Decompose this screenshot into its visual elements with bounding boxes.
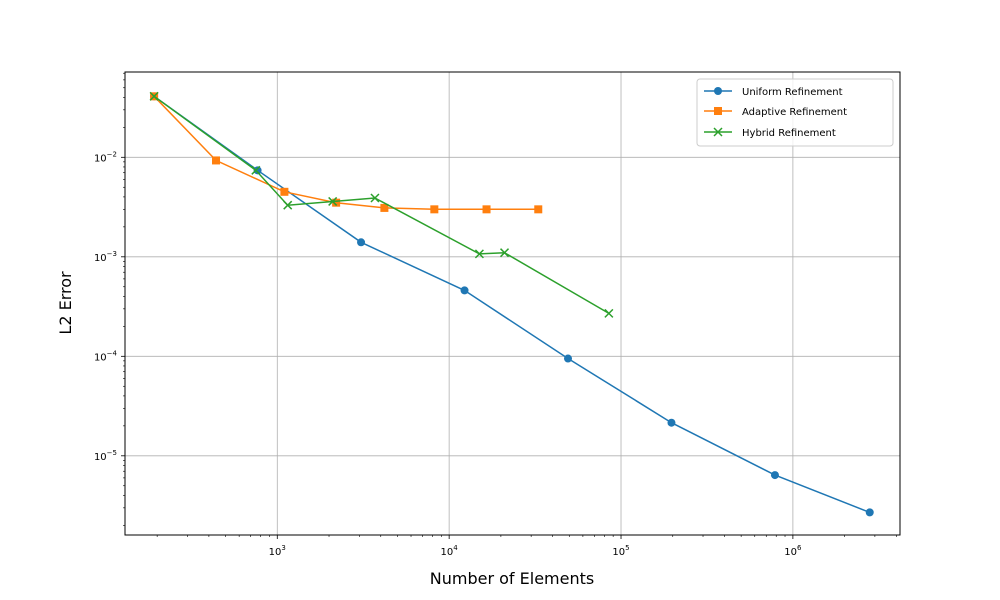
ticks: 103 104 105 106 10−2 10−3 10−4 10−5 [94,72,897,558]
x-tick-label: 103 [269,544,286,558]
plot-area [125,72,900,535]
x-marker-stroke [604,308,614,318]
data-point-hybrid [499,248,510,258]
data-point-adaptive [332,198,341,207]
legend-marker-uniform [714,87,722,95]
data-point-hybrid [283,200,293,210]
data-point-uniform [564,354,573,363]
y-tick-label: 10−2 [94,150,117,164]
legend-item-hybrid: Hybrid Refinement [704,127,836,139]
legend-label-adaptive: Adaptive Refinement [742,107,847,118]
data-point-adaptive [280,187,289,196]
data-point-hybrid [149,91,159,101]
data-point-adaptive [430,205,439,214]
x-marker-stroke [328,196,338,206]
series-line-hybrid [153,95,610,315]
data-point-uniform [460,286,469,295]
data-point-adaptive [534,205,543,214]
x-tick-label: 106 [784,544,802,558]
x-marker-stroke [474,249,484,259]
series-line-adaptive [153,95,539,211]
y-tick-label: 10−4 [94,349,118,363]
data-point-uniform [865,508,874,517]
x-marker-stroke [251,165,261,175]
grid [125,72,900,535]
data-point-hybrid [251,165,261,175]
y-tick-label: 10−3 [94,250,117,264]
y-tick-label: 10−5 [94,449,117,463]
x-marker-stroke [370,193,380,203]
data-point-uniform [770,471,779,480]
data-point-adaptive [482,205,491,214]
data-point-uniform [357,238,366,247]
legend-label-uniform: Uniform Refinement [742,87,843,98]
legend-item-adaptive: Adaptive Refinement [704,107,847,118]
data-point-uniform [253,166,262,175]
data-point-hybrid [328,196,338,206]
legend-label-hybrid: Hybrid Refinement [742,128,836,139]
data-point-hybrid [474,249,484,259]
data-point-adaptive [380,203,389,212]
data-point-uniform [667,418,676,427]
x-tick-label: 105 [612,544,629,558]
data-point-adaptive [212,156,221,165]
series-layer [149,91,874,517]
x-axis-title: Number of Elements [430,569,594,588]
plot-frame [124,71,901,536]
data-point-hybrid [370,193,380,203]
x-marker-stroke [499,248,510,258]
legend-item-uniform: Uniform Refinement [704,87,843,98]
x-marker-stroke [283,200,293,210]
legend-frame [696,78,894,147]
x-tick-label: 104 [441,544,459,558]
legend-marker-hybrid [713,127,723,137]
x-marker-stroke [149,91,159,101]
series-line-uniform [153,95,870,514]
legend: Uniform Refinement Adaptive Refinement H… [696,78,894,147]
legend-marker-adaptive [714,107,722,115]
data-point-hybrid [604,308,614,318]
y-axis-title: L2 Error [56,271,75,335]
